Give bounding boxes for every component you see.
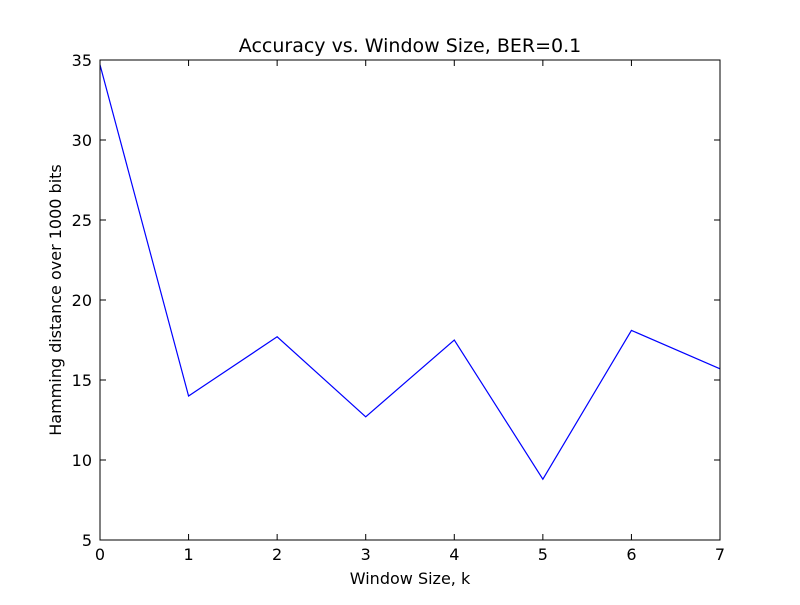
series-line — [99, 64, 721, 481]
plot-axes: 0 1 2 3 4 5 6 7 5 10 15 20 25 30 35 — [72, 51, 725, 564]
y-tick-label: 15 — [72, 371, 92, 390]
x-tick-label: 0 — [95, 545, 105, 564]
data-point — [542, 479, 543, 480]
x-tick-label: 1 — [183, 545, 193, 564]
x-tick-label: 4 — [449, 545, 459, 564]
x-tick-label: 5 — [538, 545, 548, 564]
x-tick-label: 2 — [272, 545, 282, 564]
y-tick-label: 10 — [72, 451, 92, 470]
data-point — [277, 336, 278, 337]
plot-frame — [99, 59, 721, 541]
y-tick-label: 35 — [72, 51, 92, 70]
y-tick-label: 20 — [72, 291, 92, 310]
data-point — [454, 340, 455, 341]
y-tick-label: 25 — [72, 211, 92, 230]
series-layer — [99, 64, 721, 481]
x-tick-label: 3 — [361, 545, 371, 564]
data-point — [188, 396, 189, 397]
y-axis-label: Hamming distance over 1000 bits — [46, 164, 65, 436]
x-tick-label: 7 — [715, 545, 725, 564]
data-point — [631, 330, 632, 331]
data-point — [365, 416, 366, 417]
y-tick-label: 30 — [72, 131, 92, 150]
y-tick-label: 5 — [82, 531, 92, 550]
x-axis-label: Window Size, k — [350, 569, 471, 588]
chart-title: Accuracy vs. Window Size, BER=0.1 — [239, 35, 581, 57]
x-tick-label: 6 — [626, 545, 636, 564]
